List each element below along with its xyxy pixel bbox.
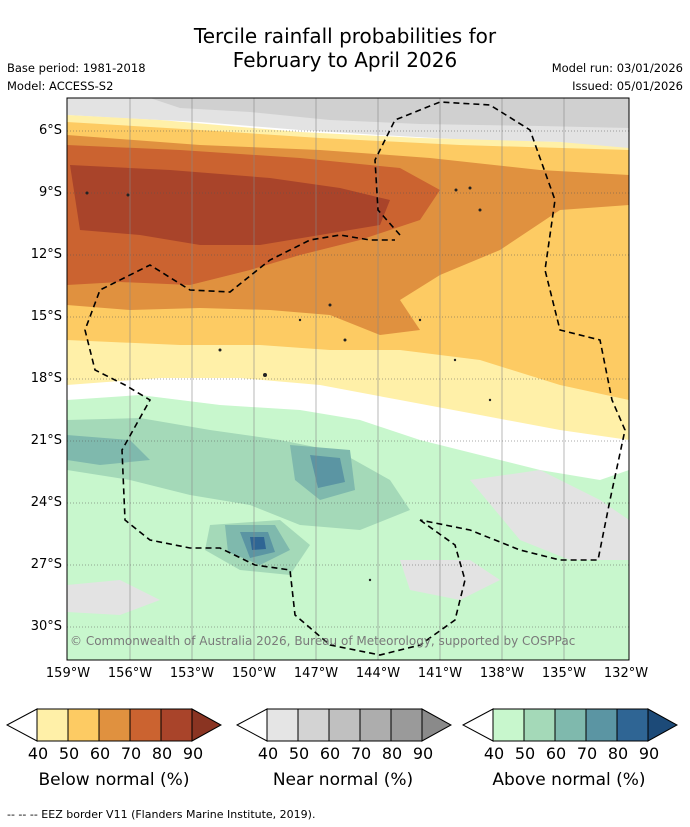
lat-label-24s: 24°S — [30, 495, 62, 510]
below-normal-swatch-70 — [129, 708, 162, 742]
near-tick-40: 40 — [257, 744, 279, 763]
near-normal-swatch-40 — [266, 708, 299, 742]
above-tick-50: 50 — [514, 744, 536, 763]
lon-label-138w: 138°W — [479, 666, 525, 681]
lat-label-18s: 18°S — [30, 371, 62, 386]
above-normal-swatch-50 — [523, 708, 556, 742]
near-normal-swatch-80 — [390, 708, 423, 742]
meta-right: Model run: 03/01/2026 Issued: 05/01/2026 — [552, 59, 683, 95]
above-tick-90: 90 — [638, 744, 660, 763]
below-normal-upper-cap — [191, 708, 222, 742]
lon-label-147w: 147°W — [293, 666, 339, 681]
model-run: Model run: 03/01/2026 — [551, 61, 683, 75]
near-normal-patches — [67, 470, 629, 615]
below-tick-90: 90 — [182, 744, 204, 763]
lon-label-153w: 153°W — [169, 666, 215, 681]
above-normal-lower-cap — [462, 708, 494, 742]
below-normal-swatch-50 — [67, 708, 100, 742]
map-frame — [66, 97, 630, 661]
below-tick-40: 40 — [27, 744, 49, 763]
near-tick-60: 60 — [319, 744, 341, 763]
lon-label-156w: 156°W — [107, 666, 153, 681]
lon-label-150w: 150°W — [231, 666, 277, 681]
above-normal-70-region — [240, 455, 345, 558]
near-normal-top-dark — [150, 98, 629, 128]
above-tick-60: 60 — [545, 744, 567, 763]
title-line-2: February to April 2026 — [232, 48, 458, 72]
eez-footnote: -- -- -- EEZ border V11 (Flanders Marine… — [7, 808, 316, 821]
below-normal-swatch-40 — [36, 708, 69, 742]
below-tick-60: 60 — [89, 744, 111, 763]
above-normal-swatch-60 — [554, 708, 587, 742]
above-normal-upper-cap — [647, 708, 678, 742]
meta-left: Base period: 1981-2018 Model: ACCESS-S2 — [7, 59, 146, 95]
near-tick-90: 90 — [412, 744, 434, 763]
below-tick-70: 70 — [120, 744, 142, 763]
below-normal-colorbar — [6, 708, 222, 742]
above-normal-60-region — [67, 435, 355, 565]
longitude-gridlines — [129, 98, 565, 660]
above-normal-swatch-80 — [616, 708, 649, 742]
near-normal-upper-cap — [421, 708, 452, 742]
lon-label-141w: 141°W — [417, 666, 463, 681]
near-tick-80: 80 — [381, 744, 403, 763]
lon-label-132w: 132°W — [603, 666, 649, 681]
near-normal-swatch-60 — [328, 708, 361, 742]
below-normal-caption: Below normal (%) — [38, 770, 190, 790]
lat-label-6s: 6°S — [38, 123, 62, 138]
below-tick-80: 80 — [151, 744, 173, 763]
below-normal-swatch-80 — [160, 708, 193, 742]
below-normal-80-region — [70, 165, 390, 245]
issued-date: Issued: 05/01/2026 — [572, 79, 683, 93]
latitude-gridlines — [67, 130, 629, 628]
lat-label-27s: 27°S — [30, 557, 62, 572]
above-normal-80-region — [250, 537, 266, 550]
lat-label-15s: 15°S — [30, 309, 62, 324]
near-normal-caption: Near normal (%) — [272, 770, 414, 790]
lon-label-144w: 144°W — [355, 666, 401, 681]
above-normal-swatch-40 — [492, 708, 525, 742]
lon-label-135w: 135°W — [541, 666, 587, 681]
lat-label-12s: 12°S — [30, 247, 62, 262]
above-normal-caption: Above normal (%) — [492, 770, 646, 790]
near-normal-swatch-50 — [297, 708, 330, 742]
near-normal-lower-cap — [236, 708, 268, 742]
islands — [85, 186, 492, 582]
above-normal-colorbar — [462, 708, 678, 742]
copyright-notice: © Commonwealth of Australia 2026, Bureau… — [70, 634, 576, 648]
forecast-map — [66, 97, 630, 661]
lon-label-159w: 159°W — [45, 666, 91, 681]
near-normal-swatch-70 — [359, 708, 392, 742]
above-tick-80: 80 — [607, 744, 629, 763]
below-normal-swatch-60 — [98, 708, 131, 742]
near-tick-70: 70 — [350, 744, 372, 763]
model-name: Model: ACCESS-S2 — [7, 79, 114, 93]
above-normal-swatch-70 — [585, 708, 618, 742]
title-line-1: Tercile rainfall probabilities for — [193, 24, 497, 48]
near-tick-50: 50 — [288, 744, 310, 763]
lat-label-21s: 21°S — [30, 433, 62, 448]
map-title: Tercile rainfall probabilities for Febru… — [0, 24, 690, 72]
below-tick-50: 50 — [58, 744, 80, 763]
lat-label-30s: 30°S — [30, 619, 62, 634]
lat-label-9s: 9°S — [38, 185, 62, 200]
near-normal-colorbar — [236, 708, 452, 742]
below-normal-lower-cap — [6, 708, 38, 742]
eez-borders — [84, 101, 626, 656]
above-tick-40: 40 — [483, 744, 505, 763]
base-period: Base period: 1981-2018 — [7, 61, 146, 75]
above-tick-70: 70 — [576, 744, 598, 763]
